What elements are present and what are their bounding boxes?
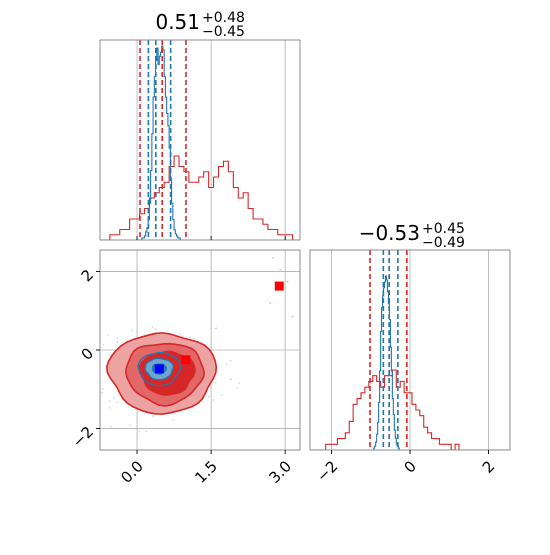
spine-param-1 [99, 39, 301, 241]
sample-point [131, 329, 133, 332]
title-2-plus: +0.45 [422, 221, 465, 237]
sample-point [229, 359, 232, 362]
gridlines [100, 40, 489, 450]
sample-point [108, 406, 111, 409]
tick-label-2d-x-0: 0.0 [117, 457, 147, 487]
tick-label-2d-x-1: 1.5 [191, 457, 221, 487]
hist-param-1-narrow [137, 45, 182, 240]
title-2-minus: −0.49 [422, 235, 465, 251]
outlier-sample-2 [286, 280, 289, 283]
title-param-2: −0.53 +0.45 −0.49 [359, 221, 465, 251]
sample-point [115, 401, 118, 404]
sample-point [179, 333, 182, 335]
sample-point [151, 325, 154, 328]
outlier-sample-5 [215, 327, 217, 330]
outlier-sample-3 [269, 302, 272, 304]
marker-broad-point [181, 355, 191, 365]
sample-point [108, 400, 111, 403]
sample-point [155, 328, 157, 331]
outlier-sample-1 [279, 268, 282, 271]
hist-param-2-narrow [370, 275, 402, 450]
sample-point [189, 336, 192, 339]
sample-point [145, 430, 147, 433]
sample-point [97, 361, 99, 363]
title-1-plus: +0.48 [202, 10, 245, 26]
outlier-sample-7 [229, 378, 232, 381]
title-1-minus: −0.45 [202, 24, 245, 40]
panel-param-1-hist [100, 40, 300, 240]
outlier-sample-4 [291, 315, 294, 318]
outlier-sample-6 [116, 341, 119, 344]
sample-point [101, 391, 103, 394]
marker-median-point [154, 364, 164, 374]
sample-point [193, 337, 196, 340]
sample-point [172, 419, 175, 422]
sample-point [109, 425, 112, 428]
tick-label-2d-y-1: 0 [78, 344, 97, 363]
sample-point [106, 333, 109, 336]
tick-label-2d-x-2: 3.0 [265, 457, 295, 487]
marker-outlier-point [274, 281, 284, 291]
title-param-1: 0.51 +0.48 −0.45 [155, 10, 244, 40]
sample-point [102, 343, 105, 346]
sample-point [90, 388, 92, 390]
tick-label-right-x-2: 2 [479, 457, 498, 476]
sample-point [138, 430, 141, 433]
tick-label-right-x-0: −2 [313, 457, 341, 485]
hist-param-1-broad [100, 155, 300, 240]
axes-layer: 0.0 1.5 3.0 −2 −2 0 0 2 2 [69, 39, 511, 487]
tick-label-2d-y-2: 2 [78, 266, 97, 285]
tick-label-2d-y-0: −2 [69, 423, 97, 451]
data-layer [90, 40, 510, 450]
sample-point [116, 337, 119, 340]
sample-point [207, 395, 210, 398]
panel-2d-contours [90, 256, 294, 433]
title-1-value: 0.51 [155, 10, 200, 34]
sample-point [212, 399, 215, 401]
tick-label-right-x-1: 0 [400, 457, 419, 476]
title-2-value: −0.53 [359, 221, 420, 245]
sample-point [214, 381, 217, 384]
sample-point [225, 363, 228, 366]
sample-point [238, 382, 241, 385]
sample-point [128, 424, 131, 427]
sample-point [221, 394, 224, 396]
sample-point [181, 335, 184, 338]
sample-point [236, 386, 238, 389]
hist-param-2-broad [310, 369, 510, 450]
sample-point [101, 388, 104, 391]
panel-param-2-hist [310, 250, 510, 450]
outlier-sample-0 [271, 256, 274, 259]
sample-point [152, 415, 154, 418]
contour-narrow-outer [137, 351, 181, 387]
sample-point [113, 396, 115, 399]
